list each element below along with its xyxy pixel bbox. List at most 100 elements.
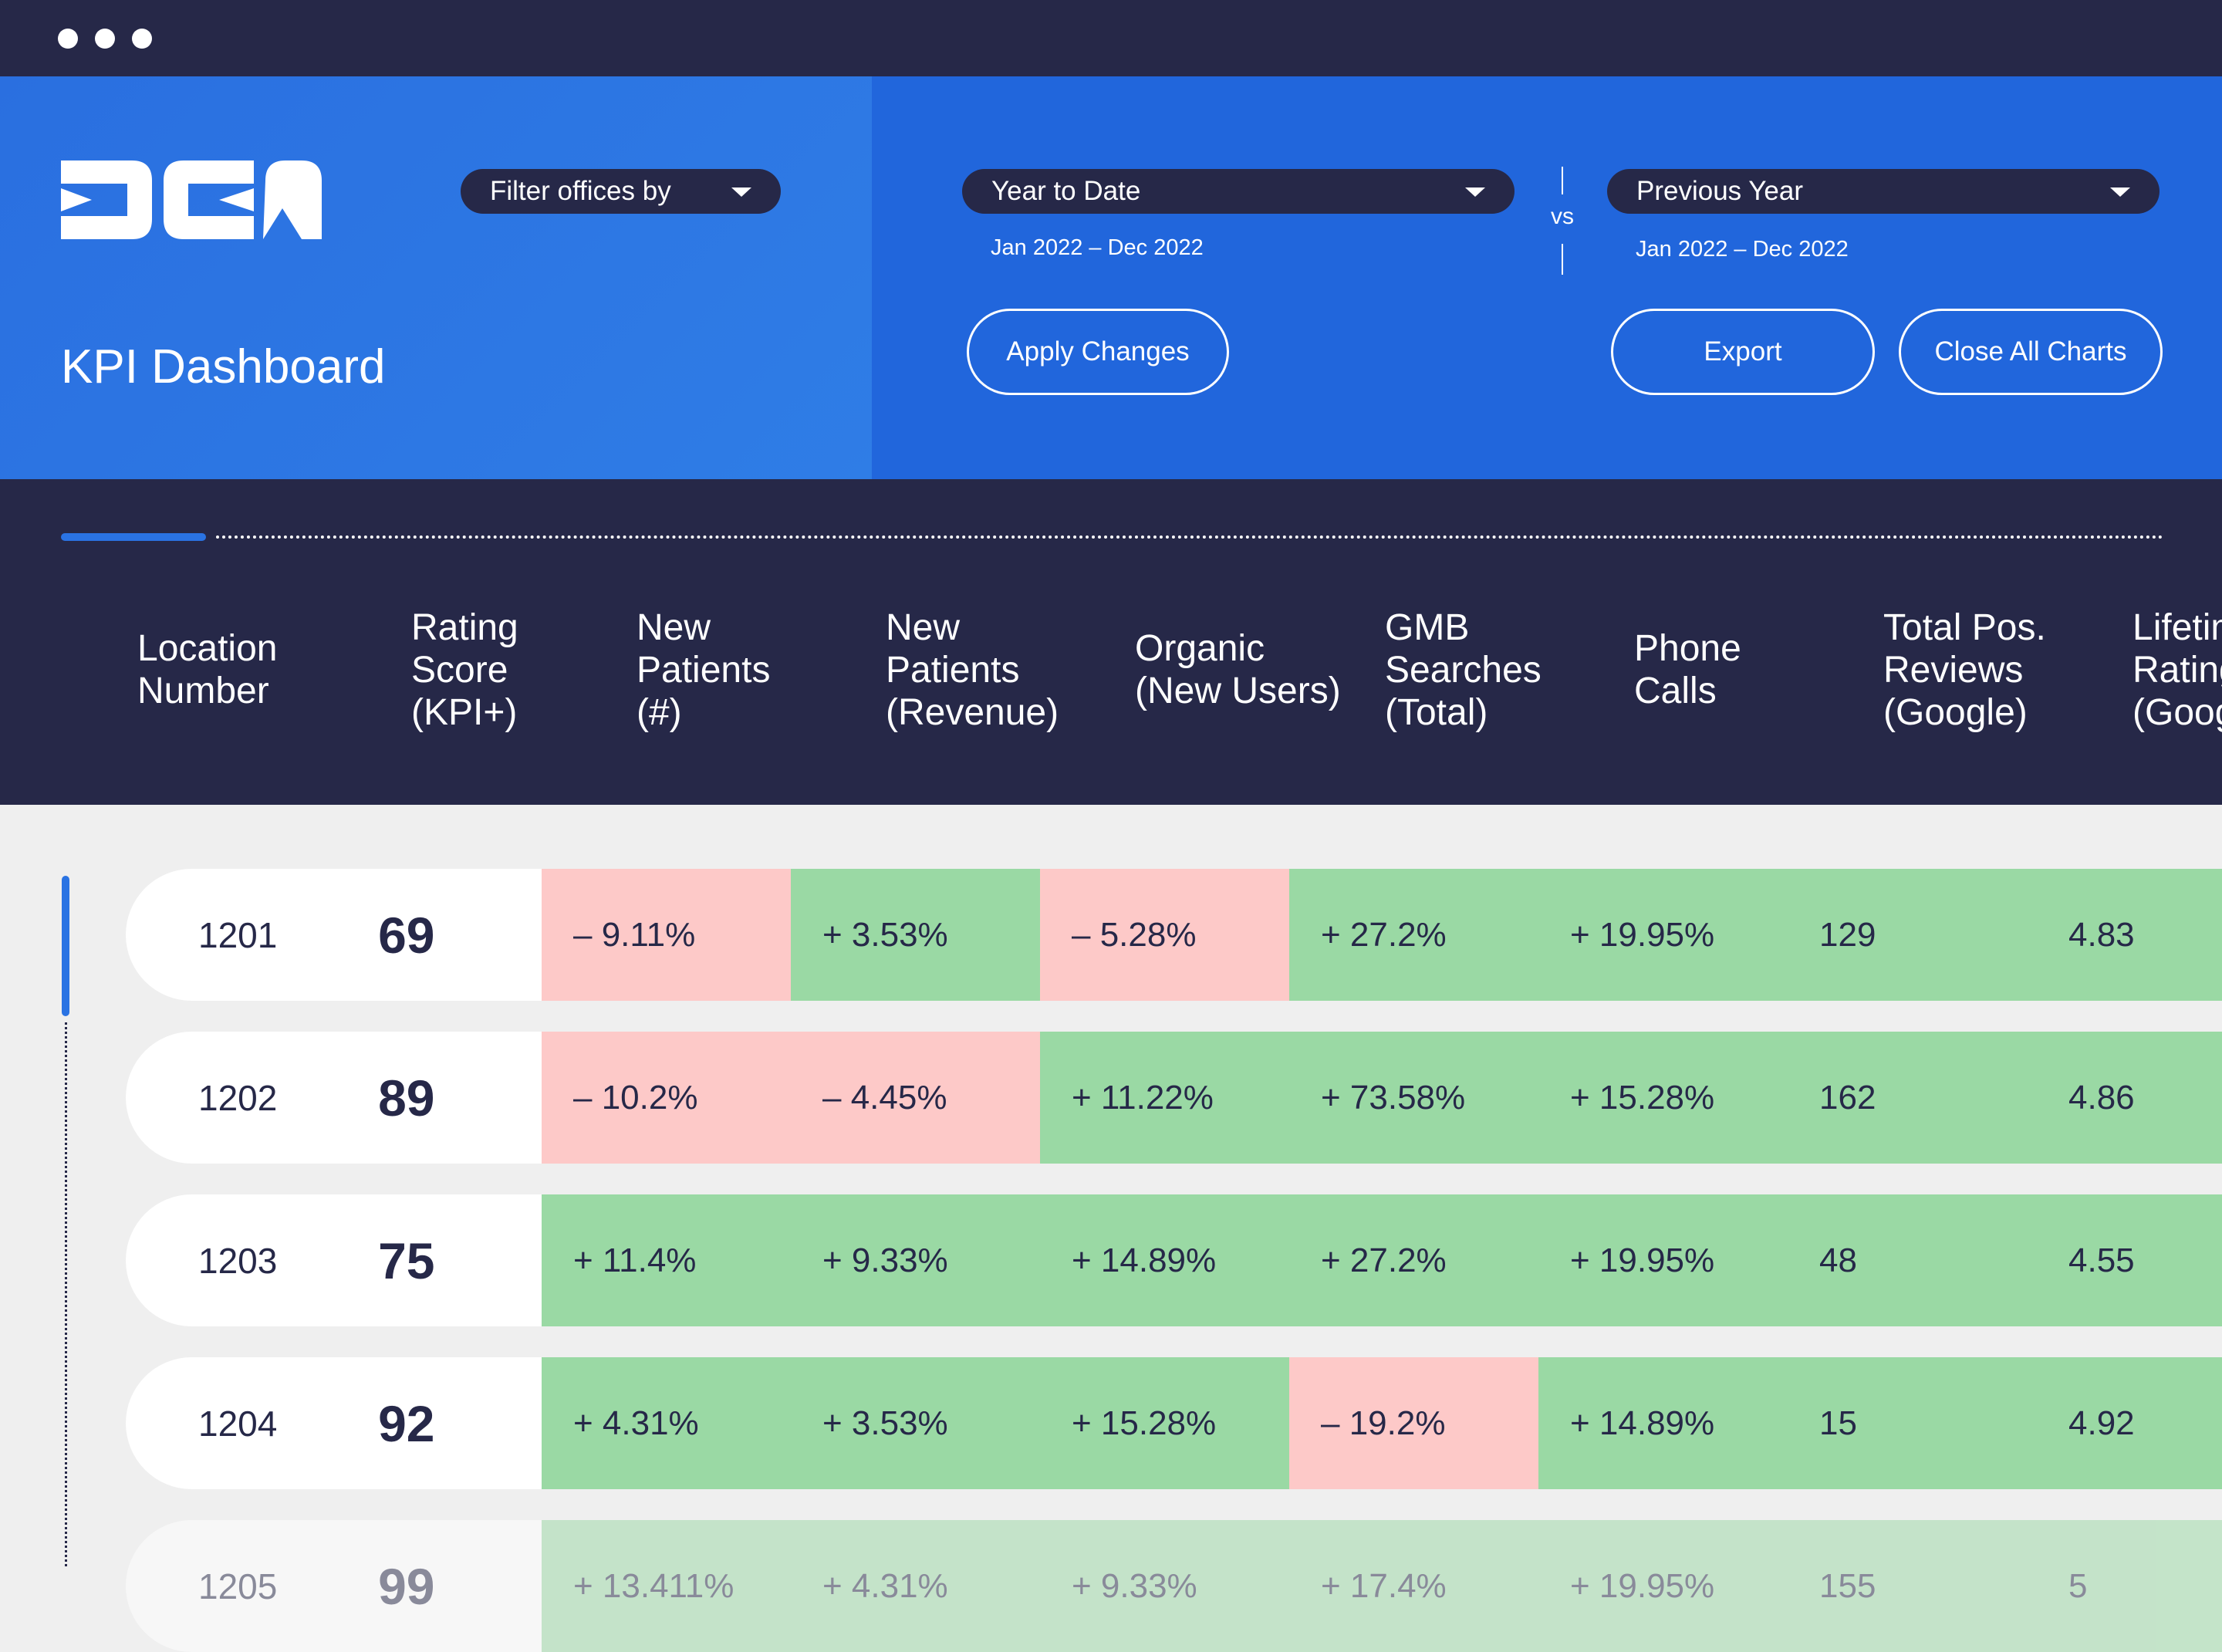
logo [61,160,322,239]
metric-cell: + 19.95% [1538,1520,1788,1652]
score-cell: 92 [378,1357,542,1489]
metric-cell: + 27.2% [1289,869,1538,1001]
metric-cell: + 27.2% [1289,1194,1538,1326]
metric-cell: + 3.53% [791,869,1040,1001]
column-header-line: Phone [1634,628,1741,669]
table-header [0,479,2222,805]
column-header-line: New [637,606,711,648]
metric-cell: + 19.95% [1538,1194,1788,1326]
column-header-line: Location [137,628,278,669]
metric-cell: + 15.28% [1040,1357,1289,1489]
metric-cell: + 13.411% [542,1520,791,1652]
metric-cell: + 9.33% [791,1194,1040,1326]
metric-cell: 4.83 [2037,869,2222,1001]
metric-cell: + 14.89% [1538,1357,1788,1489]
metric-cell: + 4.31% [542,1357,791,1489]
metric-cell: 129 [1788,869,2037,1001]
column-header-line: (Google) [2133,691,2222,733]
scroll-progress [61,533,206,541]
period-range: Jan 2022 – Dec 2022 [991,235,1204,260]
window-bar [0,0,2222,76]
column-header-line: (Revenue) [886,691,1059,733]
window-dot[interactable] [95,29,115,49]
metric-cell: + 11.4% [542,1194,791,1326]
metric-cell: + 17.4% [1289,1520,1538,1652]
column-header-line: (Total) [1385,691,1488,733]
header-right [872,76,2222,479]
metric-cell: + 14.89% [1040,1194,1289,1326]
location-cell: 1204 [126,1357,379,1489]
window-dot[interactable] [132,29,152,49]
table-row[interactable]: 1204 92 + 4.31% + 3.53% + 15.28% – 19.2% + 14.… [126,1357,2222,1489]
column-header-line: Organic [1135,628,1265,669]
divider [1562,167,1563,194]
metric-cell: 155 [1788,1520,2037,1652]
column-header: New Patients (Revenue) [886,606,1059,734]
column-header-line: Rating [2133,649,2222,691]
compare-dropdown[interactable]: Previous Year [1607,169,2160,214]
metric-cell: 5 [2037,1520,2222,1652]
table-row[interactable]: 1203 75 + 11.4% + 9.33% + 14.89% + 27.2% + 19.… [126,1194,2222,1326]
column-header-line: Score [411,649,508,691]
column-header-line: Rating [411,606,518,648]
metric-cell: – 19.2% [1289,1357,1538,1489]
metric-cell: 4.92 [2037,1357,2222,1489]
table-row[interactable]: 1201 69– 9.11% + 3.53% – 5.28% + 27.2% + 19.9… [126,869,2222,1001]
column-header-line: GMB [1385,606,1470,648]
location-cell: 1203 [126,1194,379,1326]
column-header-line: (New Users) [1135,671,1341,711]
divider [1562,244,1563,275]
column-header: LifetimeRating(Google) [2133,606,2222,734]
period-label: Year to Date [991,176,1141,206]
export-button[interactable]: Export [1611,309,1875,395]
vs-label: vs [1551,204,1574,229]
filter-label: Filter offices by [490,176,671,206]
column-header-line: (Google) [1883,691,2028,733]
period-dropdown[interactable]: Year to Date [962,169,1515,214]
filter-dropdown[interactable]: Filter offices by [461,169,781,214]
metric-cell: 48 [1788,1194,2037,1326]
compare-label: Previous Year [1636,176,1803,206]
metric-cell: + 3.53% [791,1357,1040,1489]
column-header: Organic (New Users) [1135,627,1341,712]
column-header: GMB Searches (Total) [1385,606,1542,734]
metric-cell: – 4.45% [791,1032,1040,1164]
metric-cell: 15 [1788,1357,2037,1489]
apply-button[interactable]: Apply Changes [967,309,1229,395]
table-row[interactable]: 1202 89– 10.2% – 4.45% + 11.22% + 73.58% + 15… [126,1032,2222,1164]
metric-cell: + 15.28% [1538,1032,1788,1164]
column-header: Phone Calls [1634,627,1741,712]
score-cell: 99 [378,1520,542,1652]
column-header: New Patients (#) [637,606,770,734]
metric-cell: – 5.28% [1040,869,1289,1001]
column-header: Total Pos. Reviews (Google) [1883,606,2046,734]
close-charts-button[interactable]: Close All Charts [1899,309,2163,395]
location-cell: 1202 [126,1032,379,1164]
column-header-line: Patients [886,649,1020,691]
column-header-line: (KPI+) [411,691,518,733]
column-header-line: Reviews [1883,649,2024,691]
metric-cell: – 10.2% [542,1032,791,1164]
vscroll-track [65,1022,67,1566]
page-title: KPI Dashboard [61,340,386,394]
window-dot[interactable] [58,29,78,49]
column-header-line: Patients [637,649,771,691]
score-cell: 69 [378,869,542,1001]
vscroll-thumb [62,876,69,1016]
metric-cell: 4.55 [2037,1194,2222,1326]
column-header-line: (#) [637,691,682,733]
column-header-line: Calls [1634,671,1717,711]
column-header-line: Total Pos. [1883,606,2046,648]
column-header: Rating Score (KPI+) [411,606,518,734]
column-header: Location Number [137,627,277,712]
column-header-line: Lifetime [2133,606,2222,648]
table-row[interactable]: 1205 99 + 13.411% + 4.31% + 9.33% + 17.4% + 19… [126,1520,2222,1652]
metric-cell: 4.86 [2037,1032,2222,1164]
column-header-line: Searches [1385,649,1542,691]
column-header-line: Number [137,671,269,711]
column-header-line: New [886,606,961,648]
metric-cell: + 9.33% [1040,1520,1289,1652]
location-cell: 1201 [126,869,379,1001]
metric-cell: 162 [1788,1032,2037,1164]
